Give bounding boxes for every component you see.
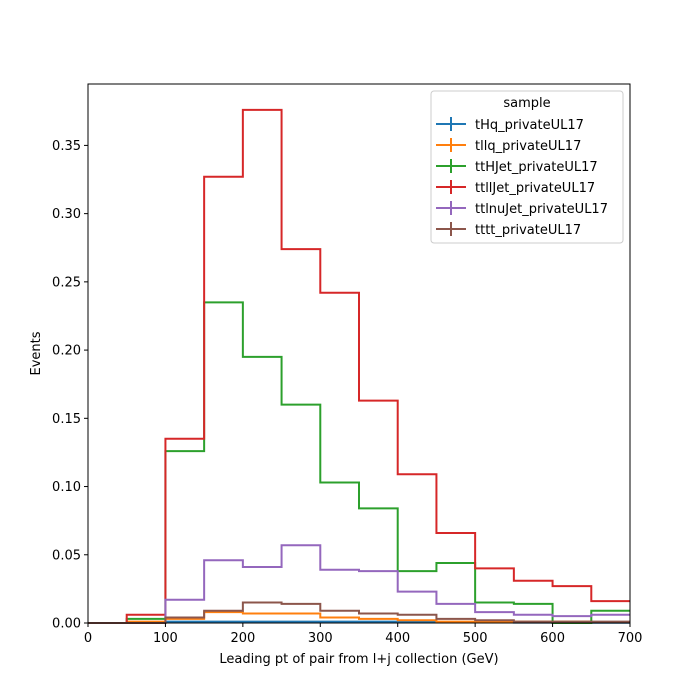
legend-entry-label: ttllJet_privateUL17 [475, 181, 595, 196]
y-tick-label: 0.20 [52, 344, 81, 359]
x-tick-label: 600 [540, 631, 565, 646]
legend-entries: tHq_privateUL17 tllq_privateUL17 ttHJet_pr… [436, 117, 608, 238]
x-tick-label: 200 [230, 631, 255, 646]
y-tick-label: 0.25 [52, 275, 81, 290]
legend-entry-label: tHq_privateUL17 [475, 118, 584, 133]
legend-title: sample [503, 96, 550, 111]
series-layer [88, 108, 630, 624]
y-axis: 0.00 0.05 0.10 0.15 0.20 0.25 0.30 0.35 [52, 139, 88, 632]
legend-entry-label: tttt_privateUL17 [475, 223, 581, 238]
series-line-4 [88, 544, 630, 624]
x-tick-label: 100 [153, 631, 178, 646]
y-tick-label: 0.35 [52, 139, 81, 154]
legend: sample tHq_privateUL17 tllq_privateUL17tt… [430, 90, 624, 244]
plot-frame [87, 83, 631, 624]
series-line-5 [88, 601, 630, 624]
x-axis-title: Leading pt of pair from l+j collection (… [219, 652, 498, 667]
legend-box [430, 90, 624, 244]
y-tick-label: 0.30 [52, 207, 81, 222]
y-tick-label: 0.00 [52, 617, 81, 632]
y-axis-title: Events [29, 331, 44, 375]
legend-entry-label: ttlnuJet_privateUL17 [475, 202, 608, 217]
y-tick-label: 0.10 [52, 480, 81, 495]
x-tick-label: 0 [84, 631, 92, 646]
legend-entry-label: tllq_privateUL17 [475, 139, 581, 154]
y-tick-label: 0.15 [52, 412, 81, 427]
x-tick-label: 500 [463, 631, 488, 646]
x-tick-label: 300 [308, 631, 333, 646]
legend-entry-label: ttHJet_privateUL17 [475, 160, 598, 175]
series-line-2 [88, 301, 630, 624]
x-axis: 0 100 200 300 400 500 600 700 [84, 623, 643, 646]
x-tick-label: 400 [385, 631, 410, 646]
x-tick-label: 700 [618, 631, 643, 646]
series-line-3 [88, 108, 630, 624]
y-tick-label: 0.05 [52, 548, 81, 563]
